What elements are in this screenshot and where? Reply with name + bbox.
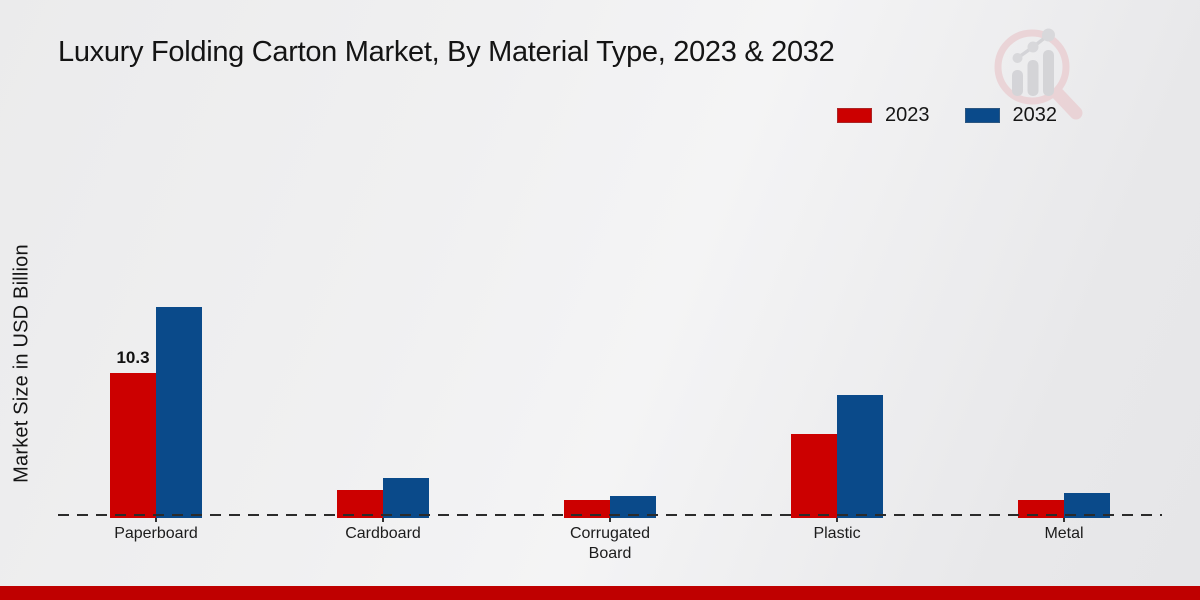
category-label-metal: Metal bbox=[1044, 525, 1084, 542]
bar-metal-2032 bbox=[1064, 492, 1110, 518]
y-axis-label: Market Size in USD Billion bbox=[10, 244, 33, 483]
bar-plastic-2032 bbox=[837, 395, 883, 518]
legend-label-2023: 2023 bbox=[885, 103, 930, 126]
legend-swatch-2032 bbox=[964, 107, 1000, 123]
bar-cardboard-2023 bbox=[337, 490, 383, 518]
legend-swatch-2023 bbox=[837, 107, 872, 123]
x-axis-tick bbox=[382, 515, 384, 522]
bar-corrugated-board-2032 bbox=[610, 495, 656, 518]
chart-title: Luxury Folding Carton Market, By Materia… bbox=[58, 36, 835, 68]
legend-label-2032: 2032 bbox=[1012, 103, 1058, 126]
x-axis-tick bbox=[155, 515, 157, 522]
category-label-corrugated-board: Corrugated Board bbox=[569, 525, 651, 562]
bar-metal-2023 bbox=[1018, 499, 1064, 518]
bar-paperboard-2032 bbox=[156, 306, 202, 518]
bar-corrugated-board-2023 bbox=[564, 499, 610, 518]
legend: 2023 2032 bbox=[837, 100, 1057, 130]
x-axis-tick bbox=[1063, 515, 1065, 522]
category-label-paperboard: Paperboard bbox=[114, 525, 198, 542]
category-label-cardboard: Cardboard bbox=[345, 525, 421, 542]
bar-cardboard-2032 bbox=[383, 477, 429, 518]
category-label-plastic: Plastic bbox=[813, 525, 861, 542]
bar-paperboard-2023 bbox=[110, 373, 156, 518]
market-research-logo-icon bbox=[994, 28, 1083, 120]
x-axis-tick bbox=[836, 515, 838, 522]
x-axis-tick bbox=[609, 515, 611, 522]
bar-value-label: 10.3 bbox=[116, 348, 150, 367]
bar-plastic-2023 bbox=[791, 433, 837, 518]
footer-accent-bar bbox=[0, 586, 1200, 600]
x-axis-baseline bbox=[58, 514, 1162, 516]
